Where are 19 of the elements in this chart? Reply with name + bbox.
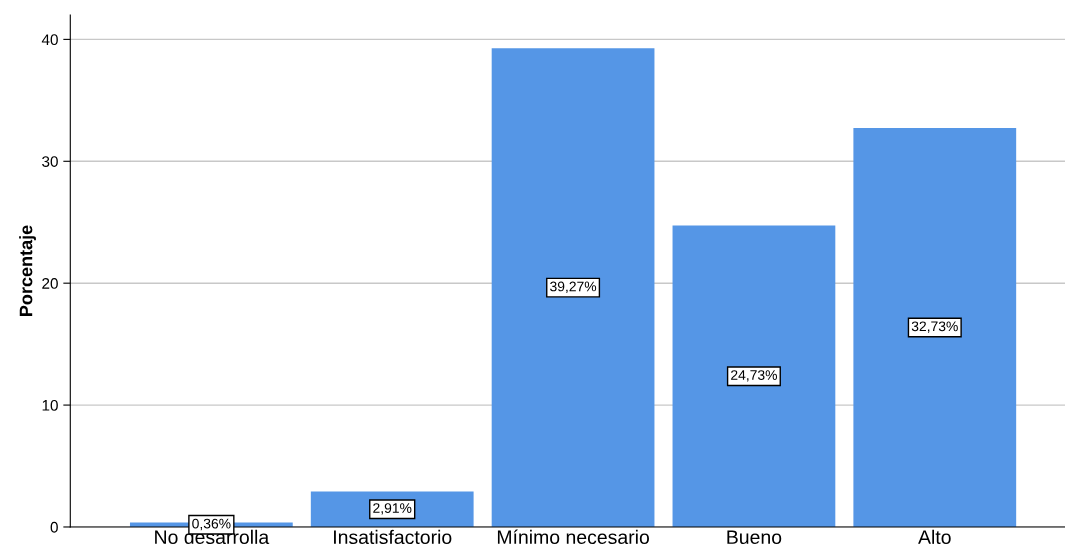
y-tick-label: 0: [50, 521, 58, 533]
data-label: 24,73%: [731, 370, 777, 382]
y-tick-label: 20: [42, 278, 58, 289]
data-label: 32,73%: [911, 321, 958, 333]
x-tick-label: No desarrolla: [155, 529, 270, 545]
bar: [853, 128, 1017, 527]
data-label: 39,27%: [550, 281, 597, 293]
x-tick-label: Mínimo necesario: [497, 529, 649, 545]
bar: [491, 48, 655, 527]
data-label: 0,36%: [192, 518, 231, 531]
y-tick-label: 40: [41, 34, 58, 46]
y-tick-label: 10: [42, 399, 58, 411]
y-axis-title: Porcentaje: [19, 225, 36, 316]
x-tick-label: Insatisfactorio: [334, 529, 452, 545]
x-tick-label: Alto: [918, 529, 951, 545]
data-label: 2,91%: [373, 503, 412, 515]
x-tick-label: Bueno: [727, 530, 782, 545]
bar: [672, 225, 836, 527]
y-tick-label: 30: [42, 156, 58, 167]
